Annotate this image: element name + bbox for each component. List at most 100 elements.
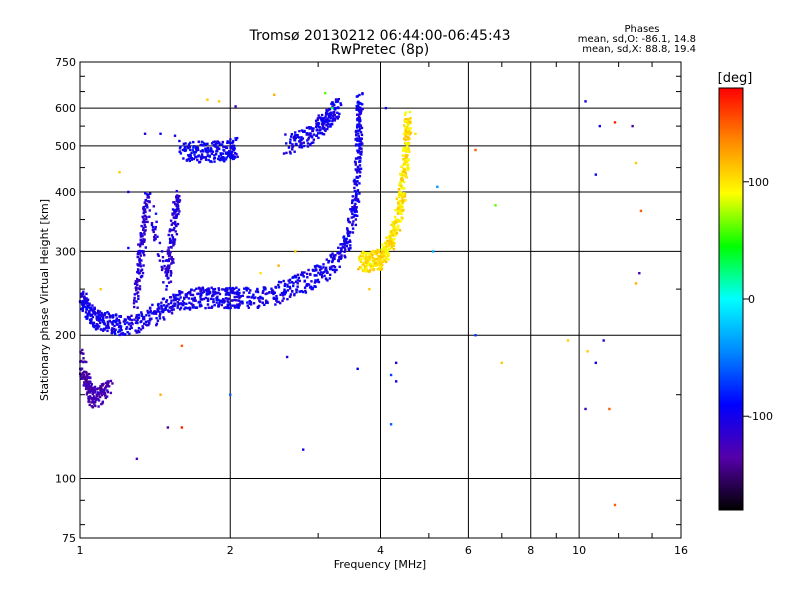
data-point (295, 291, 298, 294)
data-point (231, 150, 234, 153)
data-point (339, 250, 343, 253)
data-point (200, 304, 203, 308)
data-point (353, 186, 356, 190)
data-point (227, 306, 231, 310)
data-point (339, 243, 342, 246)
data-point (346, 229, 350, 233)
data-point (388, 243, 391, 246)
data-point (206, 146, 210, 150)
data-point (241, 300, 244, 303)
data-point (347, 248, 351, 251)
data-point (228, 141, 232, 145)
data-point (355, 95, 359, 98)
data-point (357, 138, 360, 141)
data-point (85, 315, 89, 319)
data-point (151, 225, 155, 229)
data-point (407, 143, 410, 146)
data-point (142, 251, 145, 255)
data-point (324, 115, 327, 118)
y-tick-label: 400 (55, 186, 76, 199)
data-point (174, 230, 177, 233)
x-tick-label: 1 (77, 544, 84, 557)
data-point (81, 309, 84, 313)
data-point (299, 139, 302, 142)
data-point (134, 280, 138, 283)
data-point (386, 239, 389, 243)
data-point (358, 113, 361, 116)
data-point (97, 317, 100, 320)
data-point (387, 253, 390, 256)
data-point (235, 299, 238, 302)
data-point (356, 139, 359, 142)
data-point (90, 383, 94, 386)
data-point (168, 230, 171, 233)
data-point (229, 151, 232, 154)
data-point (108, 316, 111, 319)
data-point (183, 307, 186, 311)
data-point (98, 316, 102, 320)
data-point (146, 311, 150, 314)
data-point (314, 285, 317, 289)
data-point (321, 118, 325, 122)
data-point (82, 290, 85, 294)
data-point (133, 296, 136, 300)
data-point (117, 318, 121, 322)
data-point (392, 244, 395, 248)
data-point (213, 292, 216, 296)
data-point (144, 323, 148, 326)
data-point (355, 198, 359, 201)
y-tick-label: 300 (55, 245, 76, 258)
data-point (337, 115, 340, 118)
data-point (124, 318, 127, 321)
data-point (194, 150, 198, 154)
data-point (360, 267, 363, 270)
data-point (333, 268, 336, 272)
data-point (323, 122, 326, 125)
data-point (403, 193, 407, 196)
data-point (400, 212, 403, 215)
data-point (160, 250, 164, 253)
data-point (613, 121, 617, 124)
data-point (392, 225, 396, 229)
data-point (137, 326, 141, 330)
data-point (394, 208, 397, 212)
data-point (268, 290, 271, 294)
data-point (366, 261, 370, 264)
data-point (375, 261, 379, 264)
data-point (130, 318, 134, 322)
data-point (286, 283, 289, 287)
data-point (92, 390, 95, 393)
data-point (261, 301, 264, 305)
data-point (227, 291, 230, 295)
data-point (216, 297, 219, 300)
data-point (96, 398, 99, 401)
data-point (358, 258, 361, 262)
data-point (385, 257, 388, 261)
data-point (101, 329, 105, 332)
data-point (360, 103, 364, 106)
data-point (320, 122, 324, 126)
data-point (375, 253, 379, 256)
data-point (400, 173, 403, 176)
data-point (289, 293, 293, 296)
data-point (91, 387, 94, 390)
data-point (90, 401, 93, 404)
data-point (106, 389, 109, 392)
data-point (160, 304, 163, 307)
data-point (79, 360, 83, 363)
data-point (354, 130, 358, 134)
data-point (392, 243, 396, 246)
data-point (178, 308, 182, 311)
data-point (100, 402, 103, 406)
data-point (359, 254, 362, 258)
data-point (294, 134, 297, 137)
data-point (378, 255, 381, 258)
data-point (339, 247, 343, 250)
data-point (125, 327, 128, 331)
data-point (319, 265, 322, 268)
data-point (217, 100, 221, 103)
data-point (321, 124, 325, 127)
data-point (354, 163, 357, 166)
data-point (375, 251, 378, 255)
data-point (158, 314, 161, 318)
